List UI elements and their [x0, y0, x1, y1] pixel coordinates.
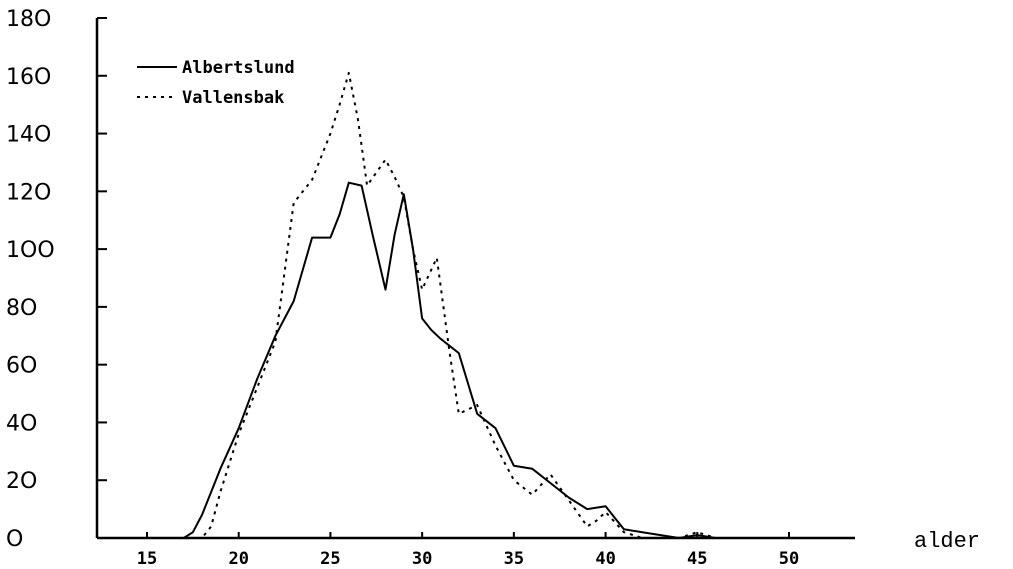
- y-tick-label: 16O: [6, 65, 51, 90]
- x-tick-label: 30: [412, 549, 432, 569]
- y-tick-label: 8O: [6, 296, 37, 321]
- y-tick-label: 4O: [6, 411, 37, 436]
- series-line-albertslund: [183, 181, 844, 539]
- series-line-vallensbak: [165, 71, 826, 539]
- axes: [95, 18, 855, 540]
- x-tick-label: 40: [595, 549, 615, 569]
- plot-area: [165, 71, 844, 539]
- y-ticks: O 2O 4O 6O 8O 1OO 12O 14O 16O 18O: [6, 7, 107, 552]
- y-tick-label: 12O: [6, 180, 51, 205]
- legend: Albertslund Vallensbak: [137, 58, 295, 108]
- x-tick-label: 20: [228, 549, 248, 569]
- x-ticks: 15 20 25 30 35 40 45 50: [137, 532, 799, 569]
- y-tick-label: 1OO: [6, 238, 55, 263]
- x-tick-label: 25: [320, 549, 340, 569]
- x-tick-label: 35: [504, 549, 524, 569]
- legend-label-albertslund: Albertslund: [182, 58, 295, 78]
- legend-label-vallensbak: Vallensbak: [182, 88, 284, 108]
- y-tick-label: 14O: [6, 123, 51, 148]
- y-tick-label: 6O: [6, 354, 37, 379]
- x-axis-label: alder: [914, 529, 980, 554]
- y-tick-label: 18O: [6, 7, 51, 32]
- x-tick-label: 15: [137, 549, 157, 569]
- x-tick-label: 50: [779, 549, 799, 569]
- y-tick-label: 2O: [6, 469, 37, 494]
- x-tick-label: 45: [687, 549, 707, 569]
- y-tick-label: O: [6, 527, 23, 552]
